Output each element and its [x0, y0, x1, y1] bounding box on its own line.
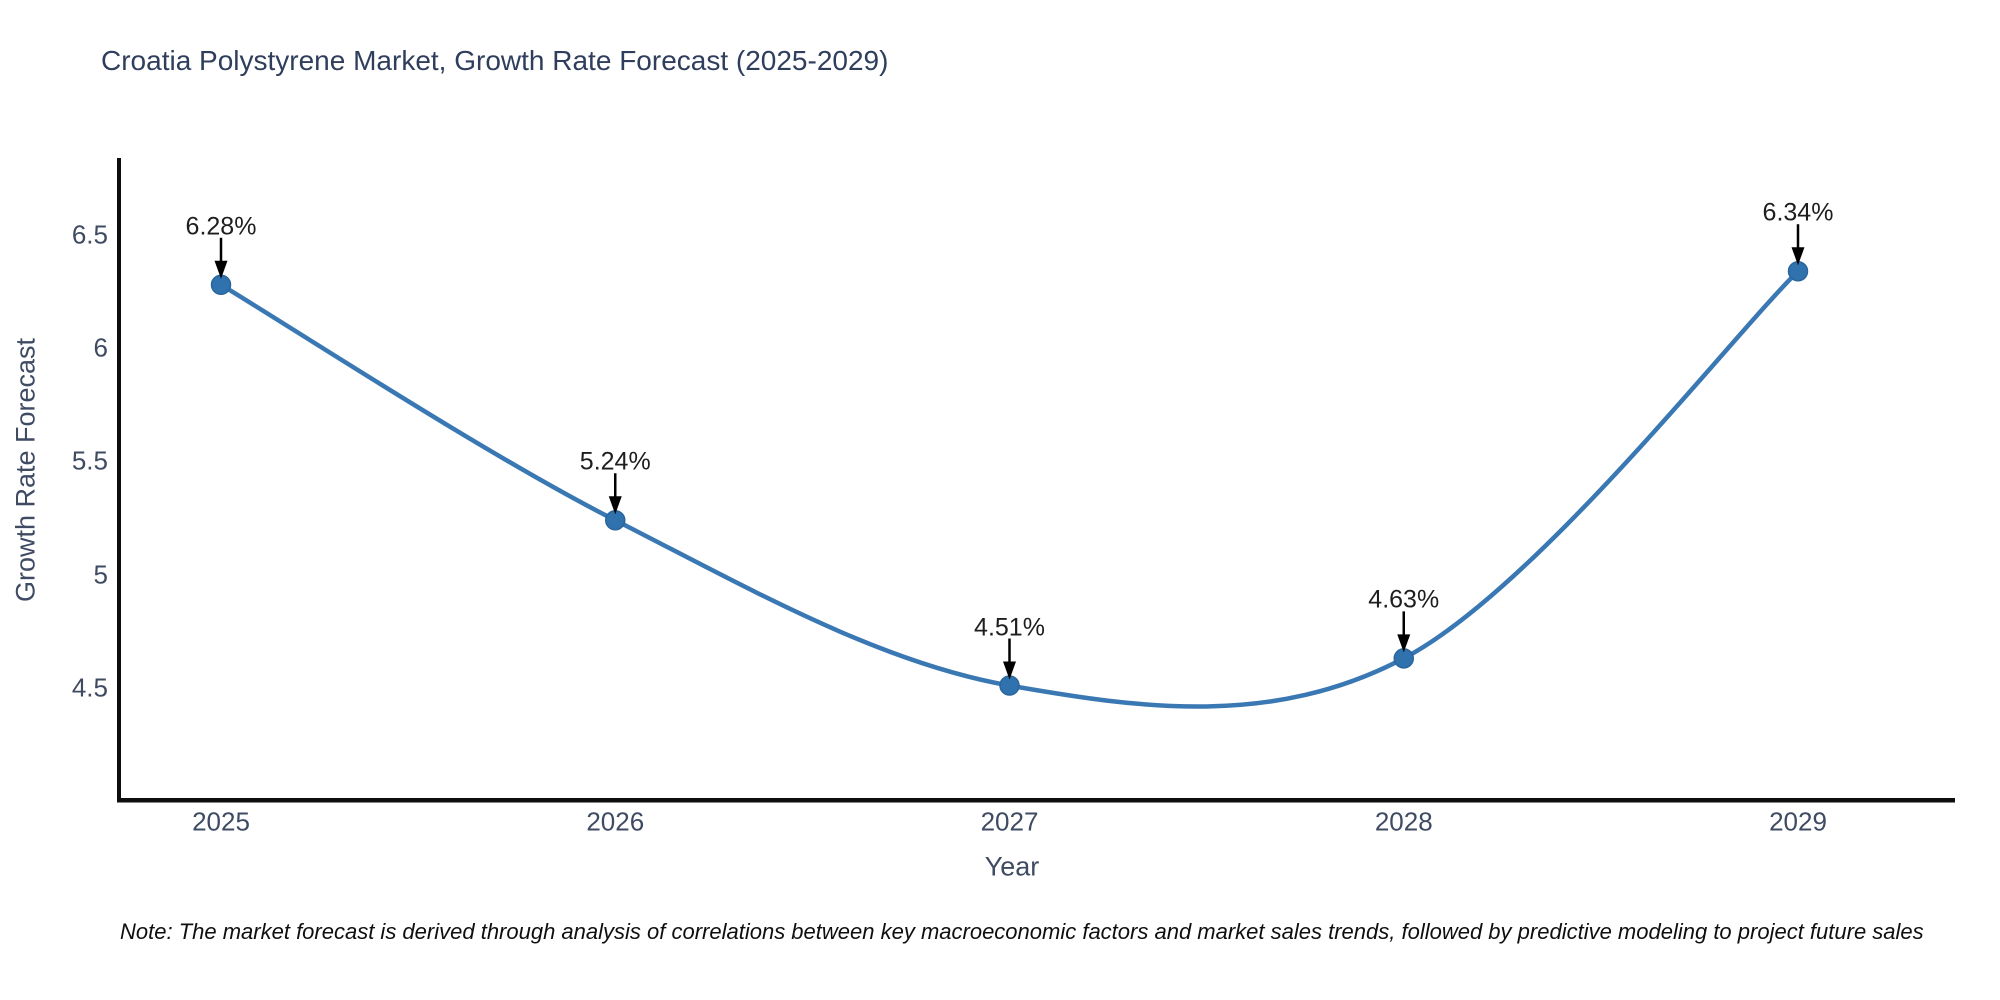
y-axis-spine — [117, 158, 121, 803]
annotation-arrowhead — [1397, 634, 1411, 653]
annotation-arrowhead — [1791, 247, 1805, 266]
x-axis-spine — [117, 798, 1955, 803]
y-axis-title: Growth Rate Forecast — [10, 337, 41, 603]
x-axis-title: Year — [984, 851, 1040, 882]
annotation-arrowhead — [608, 496, 622, 515]
annotation-arrowhead — [214, 260, 228, 279]
annotation-arrowhead — [1003, 661, 1016, 680]
chart-title: Croatia Polystyrene Market, Growth Rate … — [101, 45, 889, 76]
footnote: Note: The market forecast is derived thr… — [120, 919, 1924, 944]
